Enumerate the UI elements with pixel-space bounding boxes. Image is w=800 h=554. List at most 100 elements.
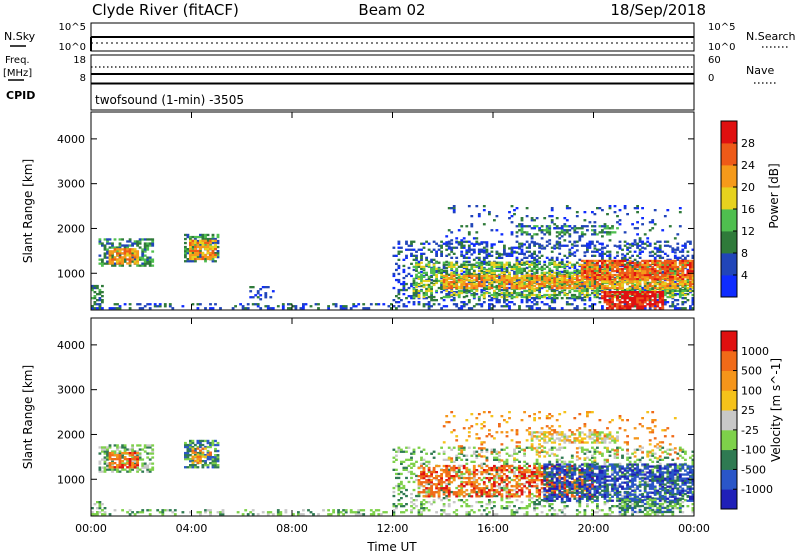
scatter-cell [455,237,459,240]
scatter-cell [638,239,642,242]
scatter-cell [128,240,132,243]
scatter-cell [505,254,509,257]
scatter-cell [681,269,685,273]
scatter-cell [191,243,195,246]
scatter-cell [196,445,200,449]
scatter-cell [570,286,574,290]
scatter-cell [465,278,469,282]
scatter-cell [666,267,670,271]
scatter-cell [184,248,187,251]
scatter-cell [201,235,205,239]
scatter-cell [477,269,481,272]
scatter-cell [678,250,682,253]
scatter-cell [256,513,260,516]
scatter-cell [402,505,406,508]
scatter-cell [525,266,529,270]
scatter-cell [591,267,594,271]
scatter-cell [586,289,589,293]
scatter-cell [410,284,413,288]
scatter-cell [435,270,438,274]
scatter-cell [498,278,501,282]
scatter-cell [631,261,634,265]
scatter-cell [570,274,574,278]
scatter-cell [628,280,632,284]
scatter-cell [214,447,217,451]
scatter-cell [485,261,489,264]
scatter-cell [400,505,403,508]
scatter-cell [563,223,567,226]
scatter-cell [583,211,587,214]
scatter-cell [488,211,491,214]
scatter-cell [673,259,677,263]
scatter-cell [422,265,426,268]
scatter-cell [184,451,187,455]
scatter-cell [101,295,104,298]
scatter-cell [302,513,305,516]
scatter-cell [111,307,114,310]
scatter-cell [432,279,436,283]
scatter-cell [118,252,122,255]
scatter-cell [106,248,109,251]
scatter-cell [121,451,124,455]
scatter-cell [535,225,539,228]
scatter-cell [653,301,657,304]
scatter-cell [445,305,449,308]
scatter-cell [98,466,102,469]
scatter-cell [209,462,212,465]
scatter-cell [651,293,655,296]
scatter-cell [221,509,225,512]
scatter-cell [575,249,579,252]
scatter-cell [668,263,672,267]
scatter-cell [608,291,612,294]
scatter-cell [495,287,499,291]
scatter-cell [520,286,524,290]
scatter-cell [103,458,107,461]
scatter-cell [528,260,531,263]
scatter-cell [480,288,484,292]
scatter-cell [116,448,119,451]
scatter-cell [676,307,680,310]
scatter-cell [209,243,212,247]
scatter-cell [395,262,398,265]
scatter-cell [588,246,592,249]
scatter-cell [103,244,107,247]
scatter-cell [616,289,619,293]
scatter-cell [488,291,491,295]
scatter-cell [111,466,114,469]
scatter-cell [603,301,607,304]
scatter-cell [560,286,564,290]
scatter-cell [510,295,514,299]
scatter-cell [520,227,524,230]
scatter-cell [128,458,132,461]
scatter-cell [432,240,436,243]
scatter-cell [477,282,481,286]
scatter-cell [199,451,202,455]
scatter-cell [555,243,559,246]
scatter-cell [420,277,423,280]
scatter-cell [465,251,469,254]
scatter-cell [412,488,416,492]
scatter-cell [96,507,99,510]
scatter-cell [495,278,499,282]
scatter-cell [462,240,466,243]
scatter-cell [379,513,383,516]
scatter-cell [528,291,531,295]
scatter-cell [636,246,639,249]
scatter-cell [515,276,519,280]
scatter-cell [442,269,446,272]
scatter-cell [151,466,155,469]
scatter-cell [211,253,215,257]
scatter-cell [194,237,197,241]
scatter-cell [638,293,642,296]
scatter-cell [638,237,642,240]
scatter-cell [616,291,619,294]
scatter-cell [618,240,622,243]
scatter-cell [339,307,343,310]
scatter-cell [638,271,642,275]
scatter-cell [538,295,541,299]
scatter-cell [520,248,524,251]
scatter-cell [515,291,519,295]
scatter-cell [638,299,642,302]
scatter-cell [518,260,521,263]
scatter-cell [525,246,529,249]
